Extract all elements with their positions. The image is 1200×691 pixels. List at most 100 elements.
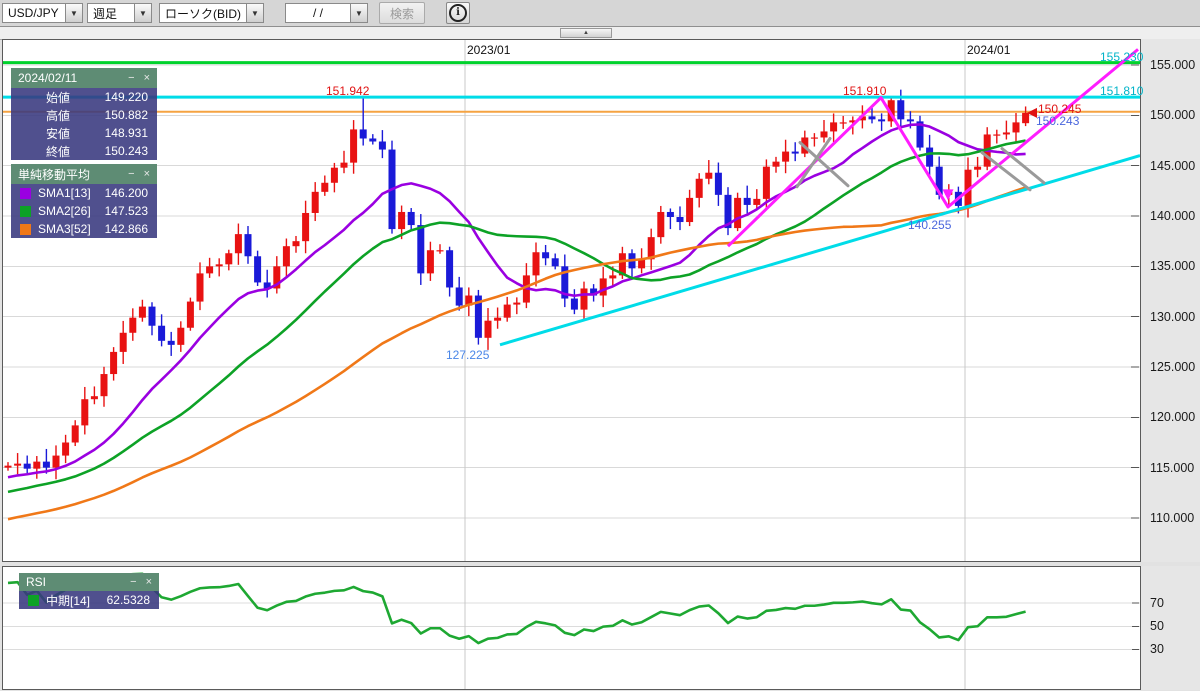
y-axis-tick-label: 150.000: [1150, 108, 1196, 123]
y-axis-tick-label: 125.000: [1150, 360, 1196, 374]
candle-body: [4, 465, 12, 468]
candle-body: [513, 302, 521, 305]
trendline-cyan: [499, 154, 1140, 347]
ohlc-panel-header[interactable]: 2024/02/11 − ×: [11, 68, 157, 88]
pair-select-value[interactable]: USD/JPY: [2, 3, 65, 23]
minimize-icon[interactable]: −: [128, 167, 135, 180]
candle-body: [129, 317, 137, 333]
candle-body: [503, 304, 511, 318]
price-annotation-label: 140.255: [908, 218, 952, 232]
candle-body: [282, 246, 290, 267]
x-axis-date-label: 2023/01: [467, 43, 511, 57]
ohlc-info-panel[interactable]: 2024/02/11 − × 始値 149.220 高値 150.882 安値 …: [11, 68, 157, 160]
candle-body: [542, 252, 550, 259]
sma1-value: 146.200: [104, 186, 148, 200]
candle-body: [311, 191, 319, 213]
candle-body: [916, 121, 924, 148]
candle-body: [494, 317, 502, 321]
candle-body: [590, 288, 598, 296]
candle-body: [935, 166, 943, 195]
y-axis-tick-label: 120.000: [1150, 410, 1196, 425]
price-annotation-label: 150.243: [1036, 114, 1080, 128]
rsi-color-swatch: [28, 594, 39, 606]
sma2-label: SMA2[26]: [38, 204, 91, 218]
chevron-down-icon[interactable]: ▼: [65, 3, 83, 23]
candle-body: [666, 211, 674, 218]
high-label: 高値: [46, 108, 71, 123]
candle-body: [52, 455, 60, 468]
search-button[interactable]: 検索: [379, 2, 426, 24]
candle-body: [81, 399, 89, 426]
minimize-icon[interactable]: −: [130, 575, 137, 588]
candle-body: [772, 161, 780, 167]
candle-body: [830, 122, 838, 132]
chevron-down-icon[interactable]: ▼: [134, 3, 152, 23]
candle-body: [724, 194, 732, 229]
y-axis-tick-label: 130.000: [1150, 309, 1196, 324]
close-icon[interactable]: ×: [143, 167, 150, 180]
candle-body: [23, 463, 31, 469]
candle-body: [570, 298, 578, 310]
pair-select[interactable]: USD/JPY ▼: [2, 3, 83, 23]
candle-body: [484, 320, 492, 338]
chevron-down-icon[interactable]: ▼: [246, 3, 264, 23]
rsi-chart-canvas[interactable]: [3, 567, 1140, 689]
rsi-line: [7, 572, 1026, 645]
minimize-icon[interactable]: −: [128, 71, 135, 84]
candle-body: [887, 100, 895, 122]
x-axis-date-label: 2024/01: [967, 43, 1011, 57]
sma2-value: 147.523: [104, 204, 148, 218]
candle-body: [657, 211, 665, 238]
candle-body: [378, 141, 386, 150]
candle-body: [993, 134, 1001, 136]
candle-body: [618, 253, 626, 276]
rsi-axis: 70 50 30: [1141, 566, 1200, 690]
candle-body: [599, 278, 607, 296]
collapse-panel-button[interactable]: ▲: [560, 28, 612, 38]
candle-body: [196, 273, 204, 302]
candle-body: [609, 275, 617, 279]
chevron-down-icon[interactable]: ▼: [350, 3, 368, 23]
candle-body: [292, 241, 300, 247]
candle-body: [90, 396, 98, 400]
candle-body: [474, 295, 482, 338]
gray-cross-mark: [980, 151, 1032, 192]
rsi-pane[interactable]: RSI − × 中期[14] 62.5328: [2, 566, 1141, 690]
rsi-panel-header[interactable]: RSI − ×: [19, 573, 159, 591]
price-annotation-label: 127.225: [446, 348, 490, 362]
candle-body: [100, 374, 108, 397]
sma-panel[interactable]: 単純移動平均 − × SMA1[13] 146.200 SMA2[26] 147…: [11, 164, 157, 238]
sma-panel-title: 単純移動平均: [18, 167, 91, 182]
candle-body: [446, 250, 454, 288]
close-icon[interactable]: ×: [143, 71, 150, 84]
rsi-axis-tick-label: 50: [1150, 619, 1164, 634]
date-input-value[interactable]: / /: [285, 3, 350, 23]
candle-body: [407, 211, 415, 226]
rsi-row: 中期[14] 62.5328: [19, 591, 159, 609]
candle-body: [974, 166, 982, 170]
date-input[interactable]: / / ▼: [285, 3, 368, 23]
rsi-panel[interactable]: RSI − × 中期[14] 62.5328: [19, 573, 159, 609]
candle-body: [148, 306, 156, 326]
candle-body: [1022, 112, 1030, 124]
rsi-label: 中期[14]: [46, 593, 91, 608]
candle-body: [359, 129, 367, 139]
candle-body: [638, 259, 646, 269]
candle-body: [158, 325, 166, 341]
candle-body: [897, 100, 905, 120]
timeframe-select[interactable]: 週足 ▼: [87, 3, 152, 23]
candlestick-chart-canvas[interactable]: [3, 40, 1140, 561]
ohlc-row-close: 終値 150.243: [11, 142, 157, 160]
candle-body: [71, 425, 79, 443]
candle-body: [791, 151, 799, 154]
close-icon[interactable]: ×: [145, 575, 152, 588]
rsi-axis-tick-label: 30: [1150, 642, 1164, 657]
sma-panel-header[interactable]: 単純移動平均 − ×: [11, 164, 157, 184]
main-chart-pane[interactable]: 2023/01 2024/01 151.942 151.910 150.245 150.2…: [2, 39, 1143, 562]
close-label: 終値: [46, 144, 71, 159]
chart-type-select-value[interactable]: ローソク(BID): [159, 3, 246, 23]
info-button[interactable]: i: [446, 2, 471, 24]
timeframe-select-value[interactable]: 週足: [87, 3, 134, 23]
y-axis-tick-label: 135.000: [1150, 259, 1196, 274]
chart-type-select[interactable]: ローソク(BID) ▼: [159, 3, 264, 23]
